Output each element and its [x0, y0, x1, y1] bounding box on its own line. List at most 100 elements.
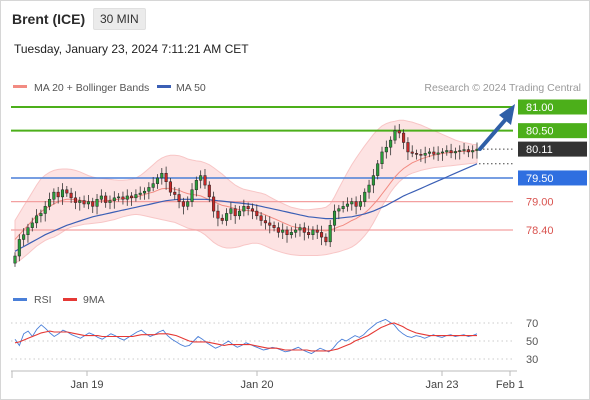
candles — [13, 124, 479, 267]
candle-body-72 — [324, 236, 328, 243]
candle-body-3 — [26, 227, 30, 235]
candle-body-77 — [345, 203, 350, 207]
candle-body-23 — [112, 197, 116, 201]
level-labels: 81.00 80.50 80.11 79.50 79.00 78.40 — [518, 99, 587, 237]
level-box-2 — [518, 141, 587, 157]
rsi-legend-label: RSI — [34, 294, 52, 306]
candle-body-59 — [268, 222, 272, 226]
candle-body-60 — [272, 225, 276, 228]
chart-datetime: Tuesday, January 23, 2024 7:11:21 AM CET — [14, 42, 249, 56]
rsi-ma-legend-swatch — [63, 298, 77, 301]
candle-body-28 — [134, 194, 138, 199]
candle-body-9 — [52, 191, 56, 200]
level-box-1 — [518, 123, 587, 139]
candle-body-90 — [402, 132, 406, 143]
level-label-4: 79.00 — [526, 197, 554, 209]
candle-body-57 — [259, 215, 263, 221]
candle-body-68 — [307, 232, 311, 235]
candle-body-100 — [445, 150, 449, 153]
candle-body-79 — [354, 201, 358, 207]
candle-body-78 — [350, 201, 354, 205]
candle-body-71 — [320, 232, 324, 238]
candle-body-103 — [458, 150, 462, 152]
candle-body-102 — [453, 151, 457, 154]
candle-body-64 — [289, 232, 293, 235]
forecast-arrow-head — [499, 104, 515, 125]
candle-body-43 — [199, 175, 203, 181]
candle-body-2 — [22, 234, 26, 240]
candle-body-105 — [466, 149, 470, 153]
rsi-ma-legend-label: 9MA — [83, 294, 105, 306]
candle-body-11 — [60, 189, 65, 198]
candle-body-80 — [358, 201, 362, 207]
candle-body-49 — [225, 213, 229, 221]
candle-body-54 — [246, 206, 250, 209]
candle-body-33 — [155, 177, 160, 184]
candle-body-104 — [462, 149, 466, 151]
x-tick-label-0: Jan 19 — [70, 379, 103, 391]
candle-body-61 — [276, 227, 280, 233]
candle-body-36 — [168, 181, 172, 193]
candle-body-51 — [233, 208, 237, 217]
candle-body-50 — [229, 208, 233, 214]
timeframe-button[interactable]: 30 MIN — [93, 8, 146, 30]
candle-body-26 — [125, 195, 129, 200]
rsi-tick-label-50: 50 — [526, 336, 538, 348]
candle-body-75 — [337, 208, 341, 212]
candle-body-92 — [410, 151, 414, 154]
bollinger-band-area — [14, 119, 478, 264]
candle-body-13 — [69, 192, 73, 199]
ma20-legend-label: MA 20 + Bollinger Bands — [34, 82, 149, 94]
candle-body-62 — [281, 229, 285, 233]
candle-body-8 — [48, 199, 52, 207]
candle-body-94 — [419, 154, 423, 156]
candle-body-93 — [415, 153, 419, 155]
bollinger-band — [14, 119, 478, 264]
candle-body-66 — [298, 227, 302, 231]
ma20-legend-swatch — [13, 85, 27, 88]
candle-body-29 — [138, 192, 142, 195]
candle-body-85 — [380, 151, 384, 165]
candle-body-0 — [13, 255, 17, 264]
candle-body-10 — [56, 191, 60, 198]
candle-body-81 — [363, 191, 367, 202]
chart-legend: MA 20 + Bollinger Bands MA 50 Research ©… — [13, 82, 581, 94]
candle-body-40 — [186, 201, 190, 207]
rsi-tick-label-70: 70 — [526, 318, 538, 330]
candle-body-69 — [311, 229, 315, 235]
candle-body-99 — [440, 151, 444, 154]
candle-body-39 — [181, 201, 185, 207]
candle-body-35 — [164, 172, 168, 182]
candle-body-42 — [194, 180, 198, 191]
candle-body-63 — [285, 229, 289, 235]
candle-body-82 — [367, 184, 371, 193]
candle-body-73 — [328, 225, 332, 243]
candle-body-88 — [393, 130, 397, 141]
candle-body-1 — [17, 239, 21, 257]
candle-body-86 — [384, 146, 388, 153]
candle-body-6 — [39, 213, 43, 217]
candle-body-37 — [173, 191, 177, 195]
candle-body-76 — [341, 206, 345, 209]
candle-body-98 — [436, 152, 440, 155]
candle-body-12 — [65, 189, 69, 194]
candle-body-41 — [190, 189, 194, 202]
forecast-arrow — [478, 104, 515, 151]
rsi-tick-label-30: 30 — [526, 354, 538, 366]
credit-label: Research © 2024 Trading Central — [424, 82, 581, 94]
candle-body-38 — [177, 194, 181, 202]
candle-body-18 — [91, 201, 95, 207]
candle-body-74 — [332, 210, 337, 226]
candle-body-21 — [104, 195, 108, 203]
candle-body-17 — [86, 201, 90, 205]
rsi-pane: 70 50 30 — [11, 318, 538, 366]
level-label-0: 81.00 — [526, 102, 554, 114]
candle-body-48 — [220, 217, 224, 221]
candle-body-14 — [73, 197, 77, 203]
candle-body-34 — [160, 172, 164, 179]
candle-body-44 — [203, 175, 207, 186]
candle-body-47 — [216, 210, 220, 219]
candle-body-7 — [43, 206, 47, 214]
candle-body-67 — [302, 227, 306, 233]
